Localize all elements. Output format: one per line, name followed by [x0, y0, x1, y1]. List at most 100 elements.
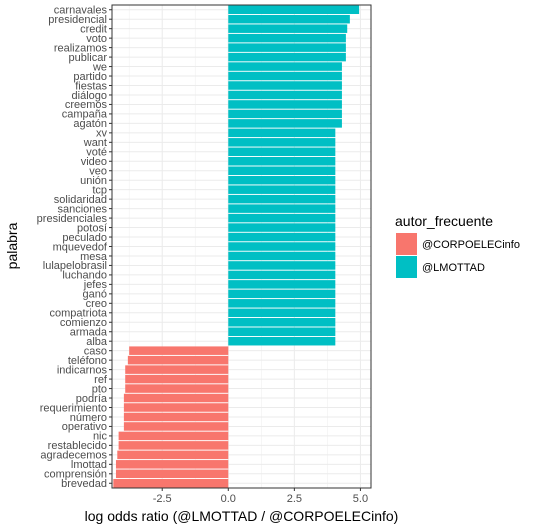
y-tick-label: podría	[76, 393, 108, 405]
y-tick-label: video	[81, 156, 107, 168]
bar-sanciones	[228, 204, 336, 213]
bar-compatriota	[228, 308, 336, 318]
x-tick-label: 5.0	[353, 493, 368, 505]
bar-lmottad	[115, 460, 229, 469]
y-tick-label: mquevedof	[53, 241, 108, 253]
bar-carnavales	[228, 5, 360, 14]
y-tick-label: want	[83, 137, 107, 149]
y-tick-label: xv	[96, 128, 108, 140]
y-tick-label: presidenciales	[37, 213, 108, 225]
y-tick-label: unión	[80, 175, 107, 187]
bar-indicarnos	[125, 365, 229, 374]
x-axis-title: log odds ratio (@LMOTTAD / @CORPOELECinf…	[85, 508, 399, 524]
bar-potosí	[228, 223, 336, 232]
bar-diálogo	[228, 90, 342, 100]
y-tick-label: veo	[89, 166, 107, 178]
bar-realizamos	[228, 43, 346, 52]
y-tick-label: pto	[92, 383, 107, 395]
bar-solidaridad	[228, 194, 336, 204]
bar-jefes	[228, 280, 336, 289]
bar-brevedad	[113, 479, 229, 488]
legend-title: autor_frecuente	[395, 213, 493, 229]
bar-comienzo	[228, 318, 336, 327]
bar-voté	[228, 147, 336, 157]
bar-armada	[228, 327, 336, 336]
y-axis-title: palabra	[4, 222, 20, 269]
bar-agatón	[228, 119, 342, 128]
y-tick-label: ganó	[83, 289, 107, 301]
y-tick-label: número	[70, 412, 107, 424]
bar-nic	[118, 431, 229, 441]
bar-credit	[228, 24, 348, 33]
y-tick-label: campaña	[62, 109, 108, 121]
legend-label-lmottad: @LMOTTAD	[422, 262, 485, 274]
x-tick-label: -2.5	[153, 493, 172, 505]
x-tick-label: 2.5	[287, 493, 302, 505]
y-tick-label: diálogo	[72, 90, 107, 102]
x-tick-label: 0.0	[221, 493, 236, 505]
bar-publicar	[228, 52, 346, 62]
y-tick-label: voto	[86, 33, 107, 45]
bar-alba	[228, 336, 336, 346]
y-tick-label: carnavales	[54, 5, 108, 17]
bar-creemos	[228, 100, 342, 109]
bar-lulapelobrasil	[228, 261, 336, 270]
bar-creo	[228, 299, 336, 308]
bar-presidenciales	[228, 213, 336, 223]
y-tick-label: luchando	[62, 270, 107, 282]
y-tick-label: potosí	[77, 222, 107, 234]
bar-we	[228, 62, 342, 71]
bar-fiestas	[228, 81, 342, 90]
x-ticks: -2.5 0.0 2.5 5.0	[153, 488, 368, 505]
bar-partido	[228, 71, 342, 81]
y-tick-label: fiestas	[75, 80, 107, 92]
bar-requerimiento	[123, 403, 229, 412]
y-tick-label: partido	[73, 71, 107, 83]
bar-luchando	[228, 270, 336, 280]
y-tick-label: mesa	[80, 251, 108, 263]
bar-video	[228, 157, 336, 166]
bar-ref	[125, 374, 229, 384]
bar-agradecemos	[117, 450, 229, 460]
y-tick-label: lulapelobrasil	[43, 260, 107, 272]
y-tick-label: caso	[84, 345, 107, 357]
y-tick-label: peculado	[62, 232, 107, 244]
y-tick-label: compatriota	[50, 308, 108, 320]
bar-podría	[123, 393, 229, 403]
y-tick-label: teléfono	[68, 355, 107, 367]
bar-caso	[129, 346, 229, 355]
y-tick-label: agatón	[73, 118, 107, 130]
y-tick-label: armada	[70, 327, 108, 339]
bar-pto	[125, 384, 229, 393]
legend-label-corpoelec: @CORPOELECinfo	[422, 239, 520, 251]
bar-tcp	[228, 185, 336, 194]
y-tick-label: presidencial	[48, 14, 107, 26]
y-tick-label: operativo	[62, 421, 107, 433]
y-tick-label: solidaridad	[54, 194, 107, 206]
bar-voto	[228, 33, 346, 43]
y-tick-label: brevedad	[61, 478, 107, 490]
y-tick-label: creemos	[65, 99, 108, 111]
y-tick-label: voté	[86, 147, 107, 159]
y-tick-label: ref	[94, 374, 108, 386]
bar-campaña	[228, 109, 342, 119]
bar-peculado	[228, 232, 336, 242]
y-tick-label: requerimiento	[40, 402, 107, 414]
bar-mesa	[228, 251, 336, 261]
bar-xv	[228, 128, 336, 138]
y-tick-label: creo	[86, 298, 107, 310]
y-tick-label: comienzo	[60, 317, 107, 329]
y-tick-label: restablecido	[48, 440, 107, 452]
y-tick-label: jefes	[83, 279, 108, 291]
y-tick-label: credit	[80, 23, 107, 35]
bar-teléfono	[127, 355, 229, 365]
bar-mquevedof	[228, 242, 336, 251]
y-tick-label: comprensión	[44, 469, 107, 481]
bar-restablecido	[118, 441, 229, 450]
y-tick-label: agradecemos	[40, 450, 107, 462]
y-tick-label: realizamos	[54, 42, 108, 54]
y-tick-label: publicar	[68, 52, 107, 64]
bar-operativo	[123, 422, 229, 431]
y-tick-labels: carnavalespresidencialcreditvotorealizam…	[37, 5, 112, 490]
